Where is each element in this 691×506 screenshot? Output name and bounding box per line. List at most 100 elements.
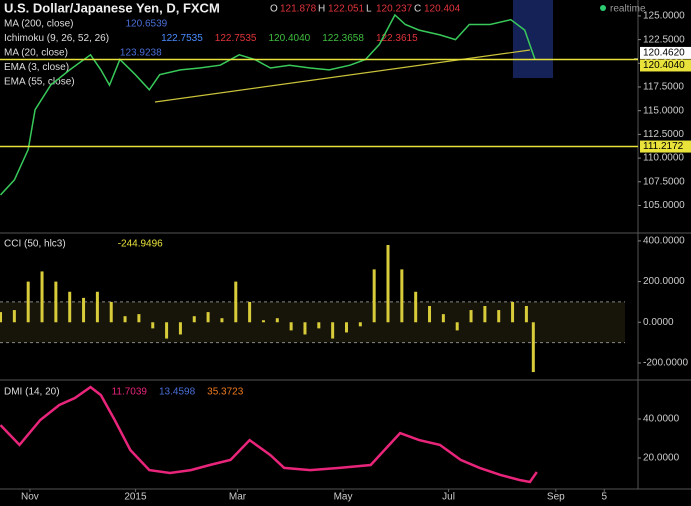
y-tick-label: 112.5000	[643, 129, 684, 140]
legend-name: EMA (3, close)	[4, 62, 69, 73]
cci-bar	[344, 322, 348, 333]
ohlc-key: H	[318, 4, 325, 15]
y-tick-label: 20.0000	[643, 453, 680, 464]
cci-bar	[497, 310, 501, 323]
price-label: 120.4040	[643, 60, 685, 71]
cci-bar	[54, 281, 58, 323]
fib-box	[513, 0, 553, 78]
ohlc-key: L	[366, 4, 372, 15]
ohlc-value: 122.051	[328, 4, 365, 15]
cci-bar	[372, 269, 376, 323]
y-tick-label: 105.0000	[643, 200, 685, 211]
legend-value: 122.3658	[322, 33, 364, 44]
legend-name: MA (20, close)	[4, 48, 68, 59]
legend-value: 123.9238	[120, 48, 162, 59]
legend-value: 120.6539	[125, 19, 167, 30]
y-tick-label: 117.5000	[643, 82, 684, 93]
price-label-box	[640, 46, 691, 59]
legend-name: CCI (50, hlc3)	[4, 239, 66, 250]
legend-value: 122.3615	[376, 33, 418, 44]
y-tick-label: 125.0000	[643, 11, 685, 22]
cci-bar	[483, 306, 487, 323]
x-tick-label: 5	[601, 492, 607, 503]
y-tick-label: 110.0000	[643, 153, 684, 164]
y-tick-label: 400.0000	[643, 236, 685, 247]
legend-value: 122.7535	[215, 33, 257, 44]
cci-bar	[123, 316, 127, 323]
cci-bar	[192, 316, 196, 323]
price-label: 111.2172	[643, 141, 684, 152]
x-tick-label: Mar	[229, 492, 247, 503]
y-tick-label: 40.0000	[643, 414, 680, 425]
cci-bar	[275, 318, 279, 323]
status: realtime	[610, 4, 646, 15]
cci-bar	[165, 322, 169, 339]
cci-bar	[331, 322, 335, 339]
cci-band	[0, 301, 625, 343]
y-tick-label: 200.0000	[643, 276, 685, 287]
cci-bar	[524, 306, 528, 323]
cci-bar	[317, 322, 321, 329]
ohlc-value: 121.878	[280, 4, 317, 15]
y-tick-label: 0.0000	[643, 317, 674, 328]
cci-bar	[441, 314, 445, 323]
cci-bar	[12, 310, 16, 323]
legend-name: EMA (55, close)	[4, 77, 75, 88]
cci-bar	[206, 312, 210, 323]
legend-value: 122.7535	[161, 33, 203, 44]
trend-line	[154, 49, 531, 103]
cci-bar	[26, 281, 30, 323]
cci-bar	[511, 301, 515, 323]
cci-bar	[151, 322, 155, 329]
legend-name: DMI (14, 20)	[4, 387, 60, 398]
cci-bar	[82, 297, 86, 323]
y-tick-label: 115.0000	[643, 105, 684, 116]
legend-value: -244.9496	[118, 239, 163, 250]
cci-bar	[469, 310, 473, 323]
ohlc-key: O	[270, 4, 278, 15]
cci-bar	[68, 291, 72, 323]
y-tick-label: 122.5000	[643, 34, 685, 45]
cci-bar	[531, 322, 535, 373]
y-tick-label: -200.0000	[643, 358, 688, 369]
x-tick-label: Sep	[547, 492, 565, 503]
x-tick-label: 2015	[124, 492, 147, 503]
cci-bar	[220, 318, 224, 323]
cci-bar	[109, 301, 113, 323]
cci-bar	[386, 244, 390, 323]
legend-value: 120.4040	[269, 33, 311, 44]
cci-bar	[40, 271, 44, 323]
legend-name: MA (200, close)	[4, 19, 73, 30]
series-line	[0, 385, 538, 484]
legend-value: 11.7039	[112, 387, 148, 398]
x-tick-label: May	[334, 492, 353, 503]
cci-bar	[400, 269, 404, 323]
price-label-box	[640, 140, 691, 153]
cci-bar	[137, 314, 141, 323]
cci-bar	[303, 322, 307, 335]
cci-bar	[234, 281, 238, 323]
cci-bar	[261, 320, 265, 323]
cci-bar	[178, 322, 182, 335]
cci-bar	[0, 312, 3, 323]
cci-bar	[414, 291, 418, 323]
ohlc-key: C	[414, 4, 421, 15]
x-tick-label: Jul	[442, 492, 455, 503]
legend-value: 13.4598	[159, 387, 196, 398]
price-label-box	[640, 59, 691, 72]
ohlc-value: 120.237	[376, 4, 413, 15]
cci-bar	[428, 306, 432, 323]
chart-title: U.S. Dollar/Japanese Yen, D, FXCM	[4, 0, 220, 15]
cci-bar	[95, 291, 99, 323]
cci-bar	[248, 301, 252, 323]
legend-name: Ichimoku (9, 26, 52, 26)	[4, 33, 109, 44]
status-dot	[600, 5, 606, 11]
cci-bar	[358, 322, 362, 327]
cci-bar	[455, 322, 459, 331]
cci-bar	[289, 322, 293, 331]
price-label: 120.4620	[643, 48, 685, 59]
ohlc-value: 120.404	[424, 4, 461, 15]
legend-value: 35.3723	[207, 387, 244, 398]
x-tick-label: Nov	[21, 492, 39, 503]
